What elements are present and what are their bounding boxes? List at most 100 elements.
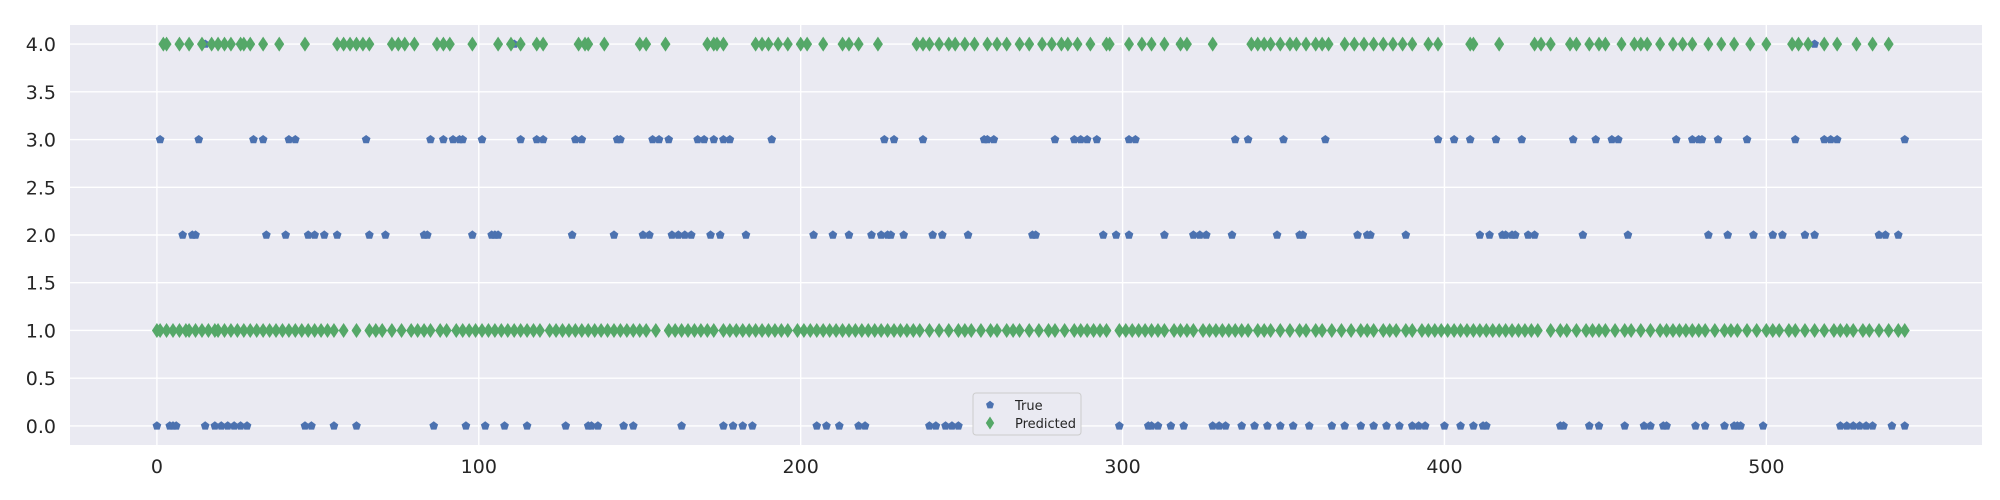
predicted-point (1407, 36, 1418, 52)
predicted-point (470, 322, 481, 338)
predicted-point (1787, 36, 1798, 52)
predicted-point (1832, 36, 1843, 52)
true-point (728, 421, 738, 430)
predicted-point (303, 322, 314, 338)
predicted-point (769, 322, 780, 338)
predicted-point (1152, 322, 1163, 338)
true-point (928, 230, 938, 239)
predicted-point (1481, 322, 1492, 338)
true-point (1160, 230, 1169, 239)
predicted-point (1326, 322, 1337, 338)
predicted-point (1536, 36, 1547, 52)
predicted-point (975, 322, 986, 338)
predicted-point (1423, 36, 1434, 52)
true-point (236, 421, 245, 430)
predicted-point (419, 322, 430, 338)
predicted-point (1317, 322, 1328, 338)
predicted-point (1198, 322, 1209, 338)
predicted-point (934, 36, 945, 52)
predicted-point (950, 36, 961, 52)
true-point (834, 421, 844, 430)
true-point (628, 421, 638, 430)
x-tick-label: 300 (1104, 456, 1140, 478)
true-point (216, 421, 226, 430)
predicted-point (634, 36, 645, 52)
true-point (654, 134, 664, 144)
predicted-point (258, 322, 269, 338)
predicted-point (763, 322, 774, 338)
predicted-point (1873, 322, 1884, 338)
predicted-point (345, 36, 356, 52)
predicted-point (615, 322, 626, 338)
true-point (1069, 134, 1079, 144)
predicted-point (1433, 36, 1444, 52)
true-point (1687, 134, 1697, 144)
predicted-point (795, 36, 806, 52)
predicted-point (1857, 322, 1868, 338)
predicted-point (155, 322, 166, 338)
true-point (937, 230, 947, 239)
predicted-point (351, 322, 362, 338)
legend-predicted-swatch (985, 416, 995, 430)
true-point (1401, 230, 1411, 239)
predicted-point (1635, 322, 1646, 338)
true-point (1304, 421, 1314, 430)
predicted-point (583, 36, 594, 52)
predicted-point (1368, 36, 1379, 52)
predicted-point (985, 322, 996, 338)
predicted-point (1339, 36, 1350, 52)
predicted-point (505, 36, 516, 52)
true-point (1778, 230, 1787, 239)
predicted-point (1507, 322, 1518, 338)
true-point (748, 421, 757, 430)
predicted-point (563, 322, 574, 338)
predicted-point (1745, 36, 1756, 52)
predicted-point (856, 322, 867, 338)
predicted-point (1819, 36, 1830, 52)
predicted-point (232, 322, 243, 338)
predicted-point (1252, 322, 1263, 338)
predicted-point (1719, 322, 1730, 338)
predicted-point (718, 36, 729, 52)
predicted-point (1545, 322, 1556, 338)
predicted-point (943, 322, 954, 338)
predicted-point (1751, 322, 1762, 338)
predicted-point (1645, 322, 1656, 338)
true-point (1221, 421, 1230, 430)
predicted-point (1487, 322, 1498, 338)
predicted-point (1680, 322, 1691, 338)
legend-label-predicted: Predicted (1015, 417, 1076, 432)
predicted-point (843, 36, 854, 52)
predicted-point (992, 322, 1003, 338)
true-point (1166, 421, 1176, 430)
predicted-point (190, 322, 201, 338)
true-point (426, 134, 435, 144)
predicted-point (1210, 322, 1221, 338)
x-axis-tick-labels: 0 100 200 300 400 500 (151, 456, 1785, 478)
predicted-point (467, 36, 478, 52)
predicted-point (441, 322, 452, 338)
true-point (290, 134, 300, 144)
true-point (1893, 230, 1903, 239)
predicted-point (238, 36, 249, 52)
true-point (680, 230, 690, 239)
predicted-point (174, 36, 185, 52)
predicted-point (872, 36, 883, 52)
true-point (1749, 230, 1758, 239)
true-point (645, 230, 654, 239)
true-point (152, 421, 162, 430)
predicted-point (750, 36, 761, 52)
predicted-point (1207, 36, 1218, 52)
predicted-point (399, 36, 410, 52)
predicted-point (1136, 36, 1147, 52)
predicted-point (1043, 322, 1054, 338)
predicted-point (1677, 36, 1688, 52)
true-point (1826, 134, 1836, 144)
predicted-point (196, 322, 207, 338)
true-point (1691, 421, 1700, 430)
predicted-point (1416, 322, 1427, 338)
predicted-point (1120, 322, 1131, 338)
predicted-point (570, 322, 581, 338)
predicted-point (1124, 36, 1135, 52)
predicted-point (1037, 36, 1048, 52)
